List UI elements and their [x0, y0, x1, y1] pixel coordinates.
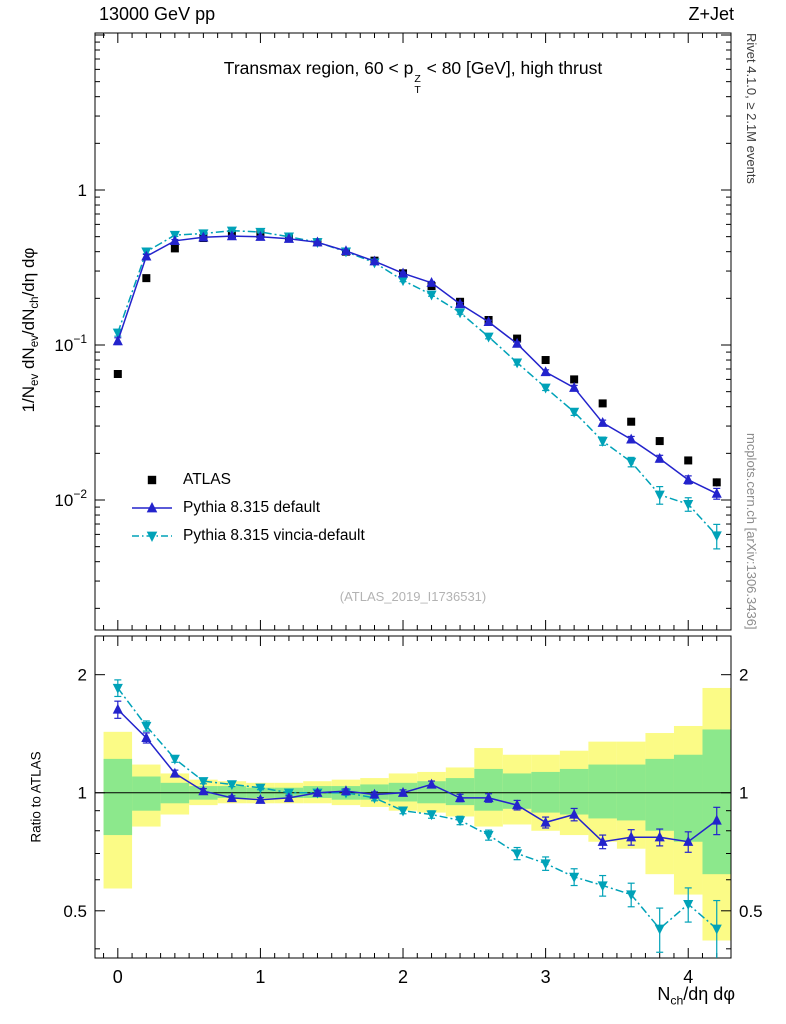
legend-item: Pythia 8.315 default	[130, 494, 365, 522]
y-axis-label-ratio: Ratio to ATLAS	[28, 751, 44, 843]
svg-text:0.5: 0.5	[739, 902, 763, 921]
svg-text:0: 0	[113, 967, 123, 987]
svg-text:2: 2	[739, 666, 748, 685]
ratio-uncertainty-bands	[103, 687, 731, 941]
beam-energy-label: 13000 GeV pp	[99, 4, 216, 24]
legend: ATLAS Pythia 8.315 default Pythia 8.315 vi…	[130, 466, 365, 550]
legend-marker	[132, 502, 172, 513]
svg-text:10−1: 10−1	[54, 332, 87, 355]
legend-label: Pythia 8.315 vincia-default	[183, 527, 365, 544]
svg-text:1: 1	[78, 784, 87, 803]
svg-text:2: 2	[398, 967, 408, 987]
mcplots-credit-label: mcplots.cern.ch [arXiv:1306.3436]	[744, 433, 759, 630]
legend-item: ATLAS	[130, 466, 365, 494]
series-top-0	[113, 230, 721, 487]
legend-marker	[147, 475, 157, 485]
axis-tick-labels: 1 10−1 10−2 0.5 0.5 1 1 2 2 0 1 2 3 4	[54, 181, 762, 987]
legend-label: ATLAS	[183, 471, 231, 488]
svg-text:10−2: 10−2	[54, 487, 87, 510]
svg-text:1: 1	[255, 967, 265, 987]
series-ratio-1	[112, 679, 722, 958]
process-label: Z+Jet	[688, 4, 734, 24]
axes-frame	[94, 32, 732, 959]
svg-text:3: 3	[541, 967, 551, 987]
legend-label: Pythia 8.315 default	[183, 499, 321, 516]
legend-item: Pythia 8.315 vincia-default	[130, 522, 365, 550]
axis-ticks	[95, 33, 732, 958]
x-axis-label: Nch/dη dφ	[657, 984, 735, 1008]
svg-text:4: 4	[683, 967, 693, 987]
svg-text:2: 2	[78, 666, 87, 685]
svg-text:1: 1	[739, 784, 748, 803]
series-ratio-0	[112, 700, 722, 853]
analysis-id-watermark: (ATLAS_2019_I1736531)	[339, 589, 487, 604]
svg-text:0.5: 0.5	[63, 902, 87, 921]
svg-text:1: 1	[78, 181, 87, 200]
y-axis-label-main: 1/Nev dNev/dNch/dη dφ	[18, 247, 42, 413]
series-top-1	[112, 230, 722, 500]
legend-marker	[132, 531, 172, 542]
rivet-version-label: Rivet 4.1.0, ≥ 2.1M events	[744, 33, 759, 184]
